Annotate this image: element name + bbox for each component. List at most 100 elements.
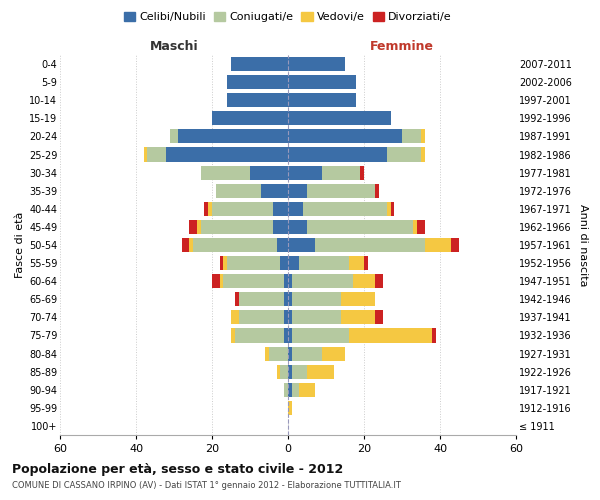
Bar bbox=[288, 220, 307, 234]
Bar bbox=[216, 184, 262, 198]
Bar bbox=[273, 202, 288, 216]
Bar bbox=[212, 202, 273, 216]
Bar bbox=[288, 57, 345, 71]
Bar bbox=[314, 238, 425, 252]
Bar bbox=[288, 310, 292, 324]
Bar bbox=[284, 292, 288, 306]
Bar bbox=[292, 328, 349, 342]
Bar bbox=[235, 292, 239, 306]
Bar bbox=[205, 202, 208, 216]
Bar bbox=[208, 202, 212, 216]
Bar bbox=[227, 75, 288, 89]
Bar bbox=[349, 256, 364, 270]
Bar bbox=[307, 220, 413, 234]
Bar bbox=[360, 166, 364, 179]
Text: Popolazione per età, sesso e stato civile - 2012: Popolazione per età, sesso e stato civil… bbox=[12, 462, 343, 475]
Bar bbox=[292, 346, 322, 360]
Bar bbox=[364, 256, 368, 270]
Y-axis label: Fasce di età: Fasce di età bbox=[14, 212, 25, 278]
Bar bbox=[197, 220, 200, 234]
Bar bbox=[189, 220, 197, 234]
Text: COMUNE DI CASSANO IRPINO (AV) - Dati ISTAT 1° gennaio 2012 - Elaborazione TUTTIT: COMUNE DI CASSANO IRPINO (AV) - Dati IST… bbox=[12, 481, 401, 490]
Bar bbox=[288, 274, 292, 288]
Bar bbox=[391, 202, 394, 216]
Bar bbox=[288, 93, 356, 108]
Bar bbox=[288, 202, 303, 216]
Bar bbox=[265, 346, 269, 360]
Bar bbox=[143, 148, 148, 162]
Bar bbox=[292, 310, 341, 324]
Bar bbox=[280, 256, 288, 270]
Bar bbox=[349, 328, 433, 342]
Bar bbox=[421, 148, 425, 162]
Bar bbox=[307, 184, 376, 198]
Bar bbox=[277, 238, 288, 252]
Bar bbox=[178, 130, 288, 143]
Bar bbox=[451, 238, 459, 252]
Bar bbox=[288, 238, 314, 252]
Bar bbox=[182, 238, 189, 252]
Bar bbox=[307, 364, 334, 378]
Bar bbox=[231, 57, 288, 71]
Bar bbox=[376, 310, 383, 324]
Bar bbox=[292, 274, 353, 288]
Bar bbox=[288, 292, 292, 306]
Bar bbox=[433, 328, 436, 342]
Bar bbox=[200, 166, 250, 179]
Bar bbox=[269, 346, 288, 360]
Bar bbox=[288, 401, 292, 415]
Bar bbox=[166, 148, 288, 162]
Bar bbox=[299, 382, 314, 397]
Bar bbox=[413, 220, 417, 234]
Bar bbox=[288, 364, 292, 378]
Bar bbox=[273, 220, 288, 234]
Bar bbox=[299, 256, 349, 270]
Bar bbox=[280, 364, 288, 378]
Bar bbox=[292, 364, 307, 378]
Bar bbox=[303, 202, 387, 216]
Bar bbox=[223, 256, 227, 270]
Bar bbox=[402, 130, 421, 143]
Bar bbox=[277, 364, 280, 378]
Bar bbox=[288, 75, 356, 89]
Bar bbox=[193, 238, 277, 252]
Bar bbox=[284, 274, 288, 288]
Bar bbox=[387, 148, 421, 162]
Bar bbox=[250, 166, 288, 179]
Bar bbox=[288, 130, 402, 143]
Bar bbox=[227, 93, 288, 108]
Bar bbox=[288, 346, 292, 360]
Bar bbox=[322, 166, 360, 179]
Bar bbox=[284, 382, 288, 397]
Bar bbox=[417, 220, 425, 234]
Bar bbox=[239, 292, 284, 306]
Bar bbox=[284, 328, 288, 342]
Bar bbox=[239, 310, 284, 324]
Bar bbox=[288, 328, 292, 342]
Bar bbox=[288, 112, 391, 126]
Bar bbox=[200, 220, 273, 234]
Text: Maschi: Maschi bbox=[149, 40, 199, 53]
Bar bbox=[288, 382, 292, 397]
Bar bbox=[292, 292, 341, 306]
Bar bbox=[288, 256, 299, 270]
Bar bbox=[292, 382, 299, 397]
Bar bbox=[353, 274, 376, 288]
Bar bbox=[288, 184, 307, 198]
Bar bbox=[288, 148, 387, 162]
Bar bbox=[148, 148, 166, 162]
Bar bbox=[223, 274, 284, 288]
Bar bbox=[421, 130, 425, 143]
Bar bbox=[288, 166, 322, 179]
Bar bbox=[231, 310, 239, 324]
Bar bbox=[387, 202, 391, 216]
Legend: Celibi/Nubili, Coniugati/e, Vedovi/e, Divorziati/e: Celibi/Nubili, Coniugati/e, Vedovi/e, Di… bbox=[120, 8, 456, 26]
Text: Femmine: Femmine bbox=[370, 40, 434, 53]
Bar bbox=[341, 310, 376, 324]
Bar bbox=[235, 328, 284, 342]
Bar bbox=[212, 274, 220, 288]
Bar bbox=[212, 112, 288, 126]
Bar bbox=[322, 346, 345, 360]
Bar bbox=[220, 256, 223, 270]
Bar bbox=[189, 238, 193, 252]
